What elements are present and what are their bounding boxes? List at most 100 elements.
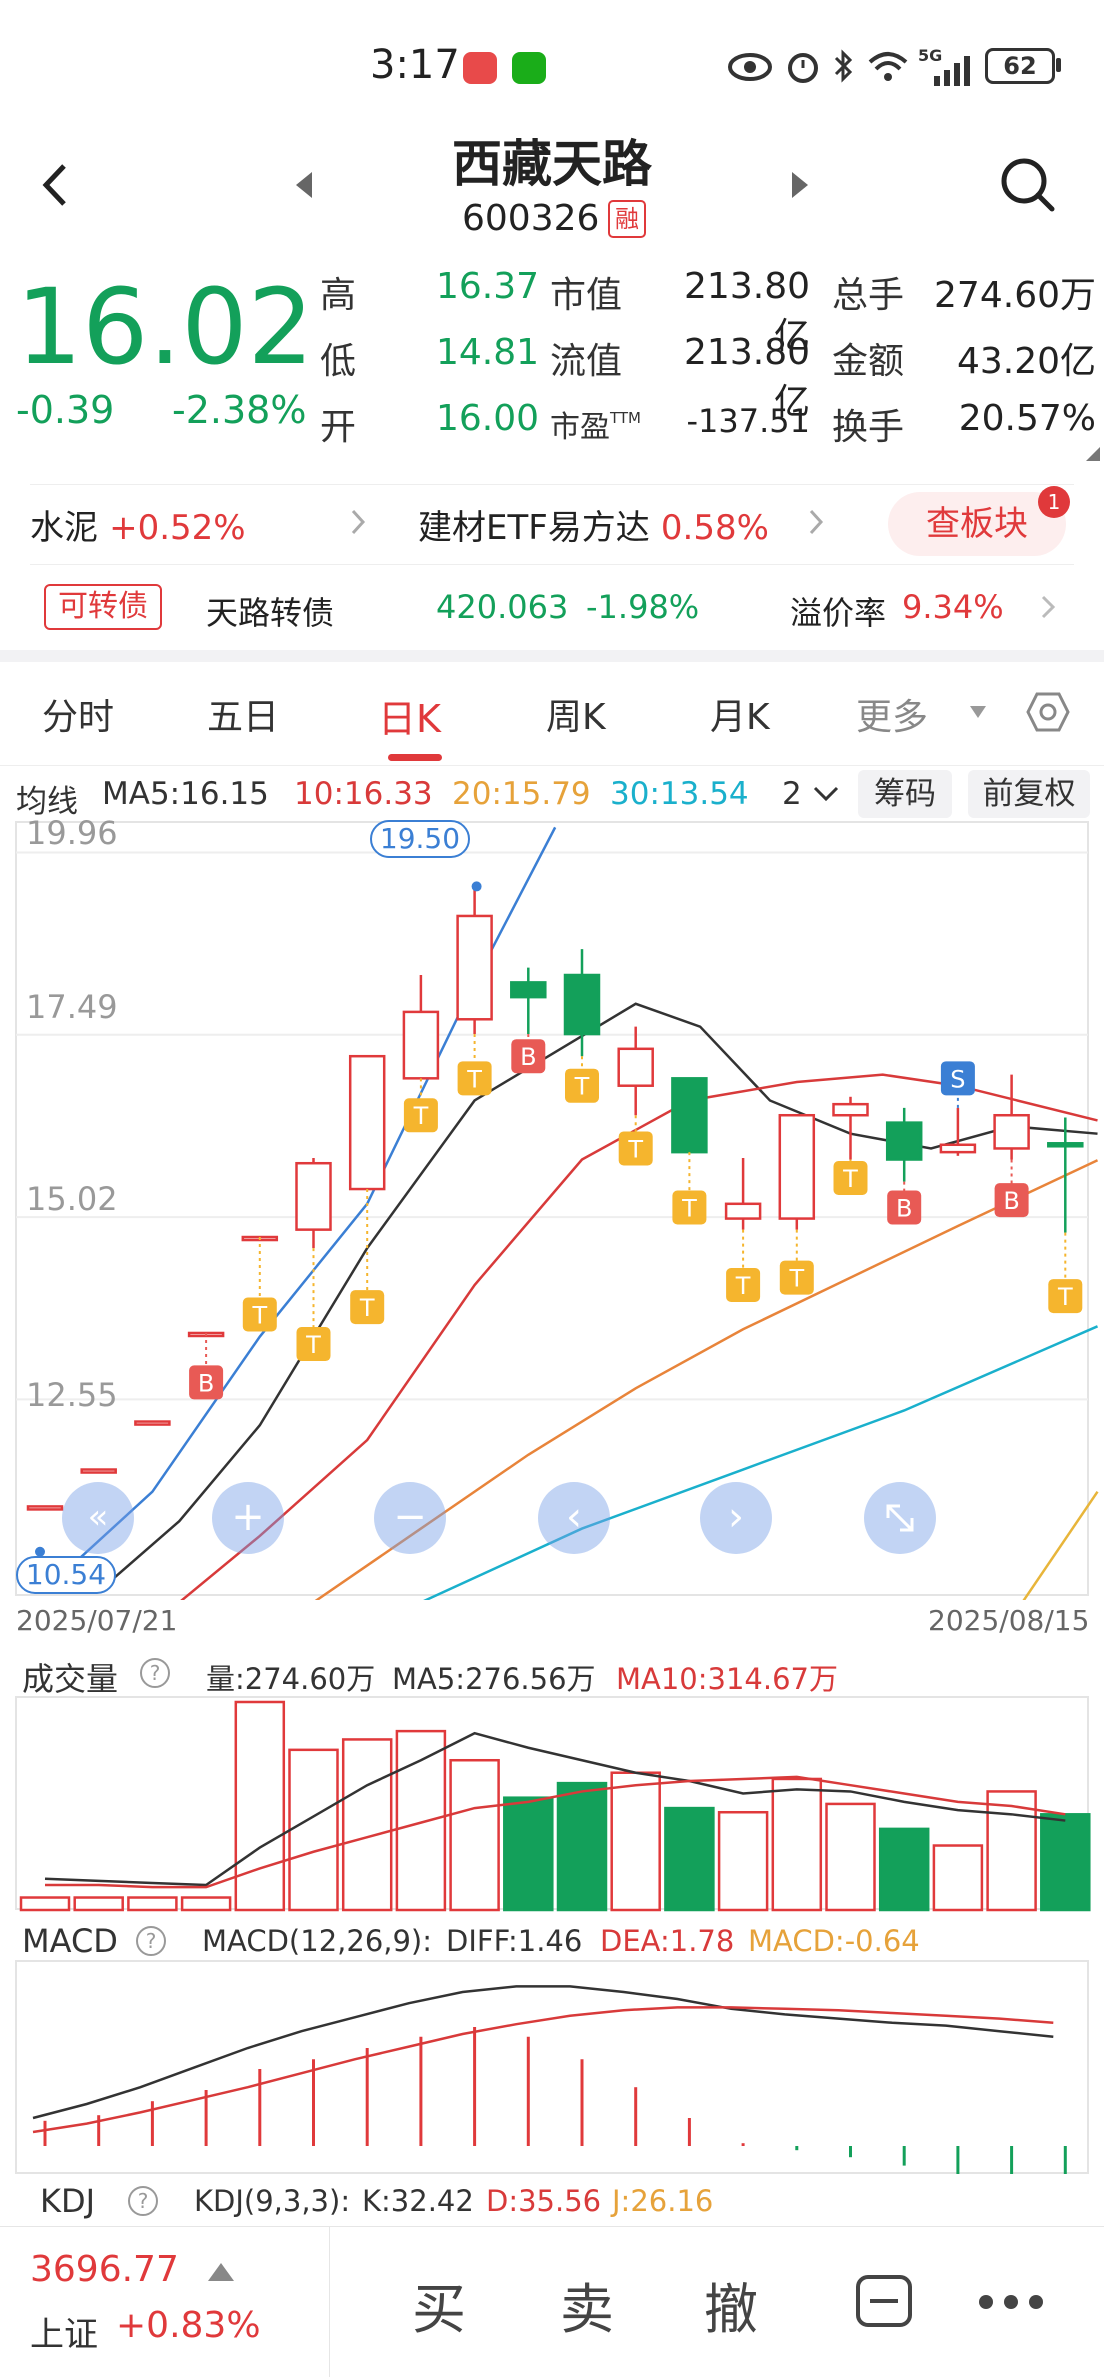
macd-label[interactable]: MACD — [22, 1922, 118, 1960]
candle-body — [724, 1202, 762, 1220]
kline-chart[interactable]: B T T T T T B T T T T T T B S B T 19.96 17.49 15.02 12.5… — [0, 814, 1104, 1600]
signal-badge-t — [726, 1268, 761, 1302]
scroll-right-button[interactable]: › — [700, 1482, 772, 1554]
signal-badge-label: T — [735, 1272, 751, 1300]
bond-name: 天路转债 — [206, 594, 335, 632]
triangle-up-icon — [208, 2263, 234, 2281]
more-dots-icon[interactable] — [976, 2287, 1046, 2317]
tab-intraday[interactable]: 分时 — [42, 697, 115, 738]
stat-label-float: 流值 — [550, 341, 623, 382]
ma-line-ma60 — [423, 1325, 1099, 1600]
search-icon[interactable] — [998, 155, 1058, 215]
check-sector-button[interactable]: 查板块 — [888, 492, 1066, 556]
macd-chart[interactable] — [0, 1960, 1104, 2183]
volume-chart[interactable] — [0, 1696, 1104, 1914]
huawei-app-icon — [463, 52, 497, 84]
candle-body — [993, 1113, 1030, 1150]
index-value: 3696.77 — [30, 2249, 179, 2290]
chip-button[interactable]: 筹码 — [858, 770, 952, 818]
sector-name: 水泥 — [30, 508, 98, 548]
volume-bar — [664, 1806, 715, 1912]
sector-link[interactable]: 水泥 +0.52% — [30, 500, 370, 556]
date-end: 2025/08/15 — [928, 1604, 1090, 1637]
ma30-value: 30:13.54 — [610, 776, 749, 812]
etf-link[interactable]: 建材ETF易方达 0.58% — [418, 500, 818, 556]
macd-dea-line — [32, 2006, 1054, 2134]
low-price-label: 10.54 — [16, 1556, 116, 1594]
signal-badge-label: T — [681, 1195, 697, 1223]
signal-badge-t — [565, 1068, 599, 1103]
scroll-fast-left-button[interactable]: « — [62, 1482, 134, 1554]
candle-body — [778, 1113, 816, 1220]
kdj-help-icon[interactable]: ? — [128, 2186, 158, 2216]
index-ticker[interactable]: 3696.77 上证 +0.83% — [0, 2227, 330, 2377]
tab-more[interactable]: 更多 — [856, 688, 996, 738]
section-gap — [0, 650, 1104, 662]
ma20-value: 20:15.79 — [452, 776, 591, 812]
minus-box-icon[interactable] — [854, 2271, 914, 2331]
macd-help-icon[interactable]: ? — [136, 1926, 166, 1956]
bond-pct: -1.98% — [586, 588, 700, 626]
signal-badge-label: T — [627, 1135, 643, 1163]
tab-active-indicator — [388, 754, 442, 761]
signal-badge-t — [618, 1131, 653, 1166]
price-tick-2: 15.02 — [26, 1180, 118, 1218]
stat-label-pe: 市盈TTM — [550, 409, 642, 445]
expand-corner-icon[interactable] — [1086, 446, 1100, 461]
convertible-bond-row[interactable]: 可转债 天路转债 420.063 -1.98% 溢价率 9.34% — [0, 570, 1104, 646]
volume-bar — [717, 1810, 769, 1912]
kdj-label[interactable]: KDJ — [40, 2182, 96, 2220]
alarm-icon — [785, 48, 821, 84]
bond-price: 420.063 — [436, 588, 569, 626]
macd-diff: DIFF:1.46 — [446, 1924, 583, 1958]
convertible-tag: 可转债 — [44, 584, 162, 630]
notification-badge: 1 — [1038, 486, 1070, 518]
price-change: -0.39 — [16, 388, 115, 432]
candle-body — [134, 1420, 171, 1426]
volume-label[interactable]: 成交量 — [22, 1660, 119, 1698]
caret-down-icon — [970, 706, 986, 718]
tab-monthly-k[interactable]: 月K — [710, 697, 770, 738]
sector-divider — [30, 484, 1074, 485]
quote-stats: 高 16.37 市值 213.80亿 总手 274.60万 低 14.81 流值… — [318, 262, 1104, 462]
zoom-in-button[interactable]: + — [212, 1482, 284, 1554]
settings-hexagon-icon[interactable] — [1026, 690, 1070, 734]
next-stock-arrow-icon[interactable] — [788, 170, 812, 200]
adjust-button[interactable]: 前复权 — [968, 770, 1090, 818]
signal-badge-b — [511, 1039, 546, 1074]
back-button[interactable] — [30, 160, 80, 210]
volume-bar — [449, 1758, 500, 1912]
current-price: 16.02 — [16, 266, 314, 388]
price-tick-1: 17.49 — [26, 988, 118, 1026]
tab-weekly-k[interactable]: 周K — [546, 697, 606, 738]
volume-help-icon[interactable]: ? — [140, 1658, 170, 1688]
ma-label[interactable]: 均线 — [16, 784, 78, 820]
volume-bar — [341, 1738, 393, 1912]
tabs-divider — [0, 765, 1104, 766]
stat-value-amount: 43.20亿 — [956, 341, 1096, 382]
stat-value-float: 213.80亿 — [684, 332, 810, 423]
chart-frame — [15, 821, 1089, 1596]
candle-body — [617, 1047, 654, 1087]
signal-badge-label: T — [413, 1102, 429, 1130]
signal-badge-label: T — [251, 1302, 267, 1330]
tab-five-day[interactable]: 五日 — [207, 697, 280, 738]
buy-button[interactable]: 买 — [412, 2278, 466, 2341]
prev-stock-arrow-icon[interactable] — [292, 170, 316, 200]
sell-button[interactable]: 卖 — [560, 2278, 614, 2341]
signal-badge-t — [242, 1297, 277, 1332]
kdj-params: KDJ(9,3,3): — [194, 2184, 351, 2218]
zoom-out-button[interactable]: − — [374, 1482, 446, 1554]
high-price-label: 19.50 — [370, 820, 470, 858]
macd-svg — [15, 1960, 1089, 2183]
signal-badge-label: T — [305, 1331, 321, 1359]
stat-label-turnover: 换手 — [832, 407, 905, 448]
ma-level-select[interactable]: 2 — [782, 776, 852, 816]
cancel-order-button[interactable]: 撤 — [704, 2278, 758, 2341]
signal-badge-label: T — [466, 1065, 482, 1093]
volume-bar — [19, 1896, 71, 1912]
fullscreen-button[interactable] — [864, 1482, 936, 1554]
scroll-left-button[interactable]: ‹ — [538, 1482, 610, 1554]
tab-daily-k[interactable]: 日K — [378, 697, 441, 741]
volume-ma10-line — [45, 1775, 1066, 1889]
